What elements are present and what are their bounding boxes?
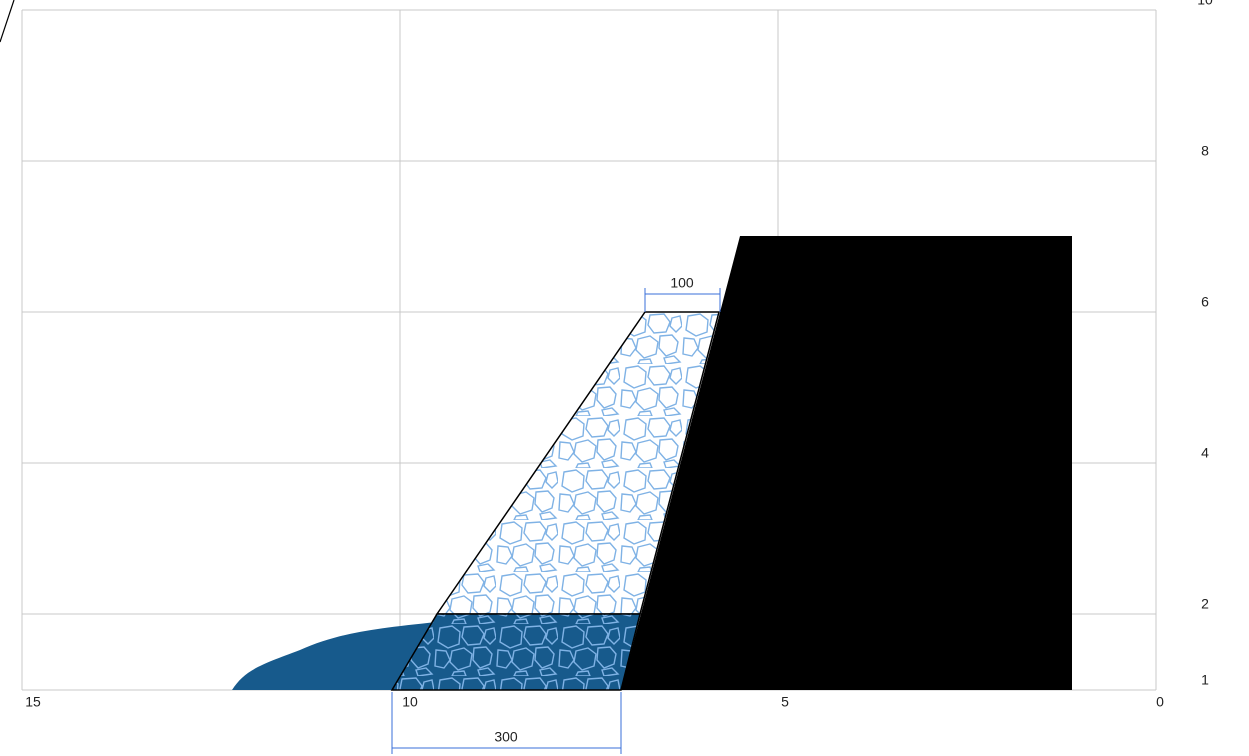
dimension-top: 100: [644, 275, 721, 312]
dimension-label: 100: [670, 275, 694, 291]
corner-line: [0, 0, 15, 43]
y-tick-label: 10: [1197, 0, 1213, 8]
dimension-base: 300: [391, 692, 622, 754]
x-tick-label: 15: [25, 694, 41, 710]
y-tick-label: 2: [1201, 596, 1209, 612]
wall: [621, 236, 1072, 690]
y-tick-label: 6: [1201, 294, 1209, 310]
x-tick-label: 0: [1156, 694, 1164, 710]
y-tick-label: 8: [1201, 143, 1209, 159]
y-tick-label: 4: [1201, 445, 1209, 461]
dimension-label: 300: [494, 729, 518, 745]
y-tick-label: 1: [1201, 672, 1209, 688]
x-tick-label: 5: [781, 694, 789, 710]
gabion-lower-pattern: [390, 613, 641, 691]
axes: 15 10 5 0 1 2 4 6 8 10: [25, 0, 1213, 710]
x-tick-label: 10: [402, 694, 418, 710]
